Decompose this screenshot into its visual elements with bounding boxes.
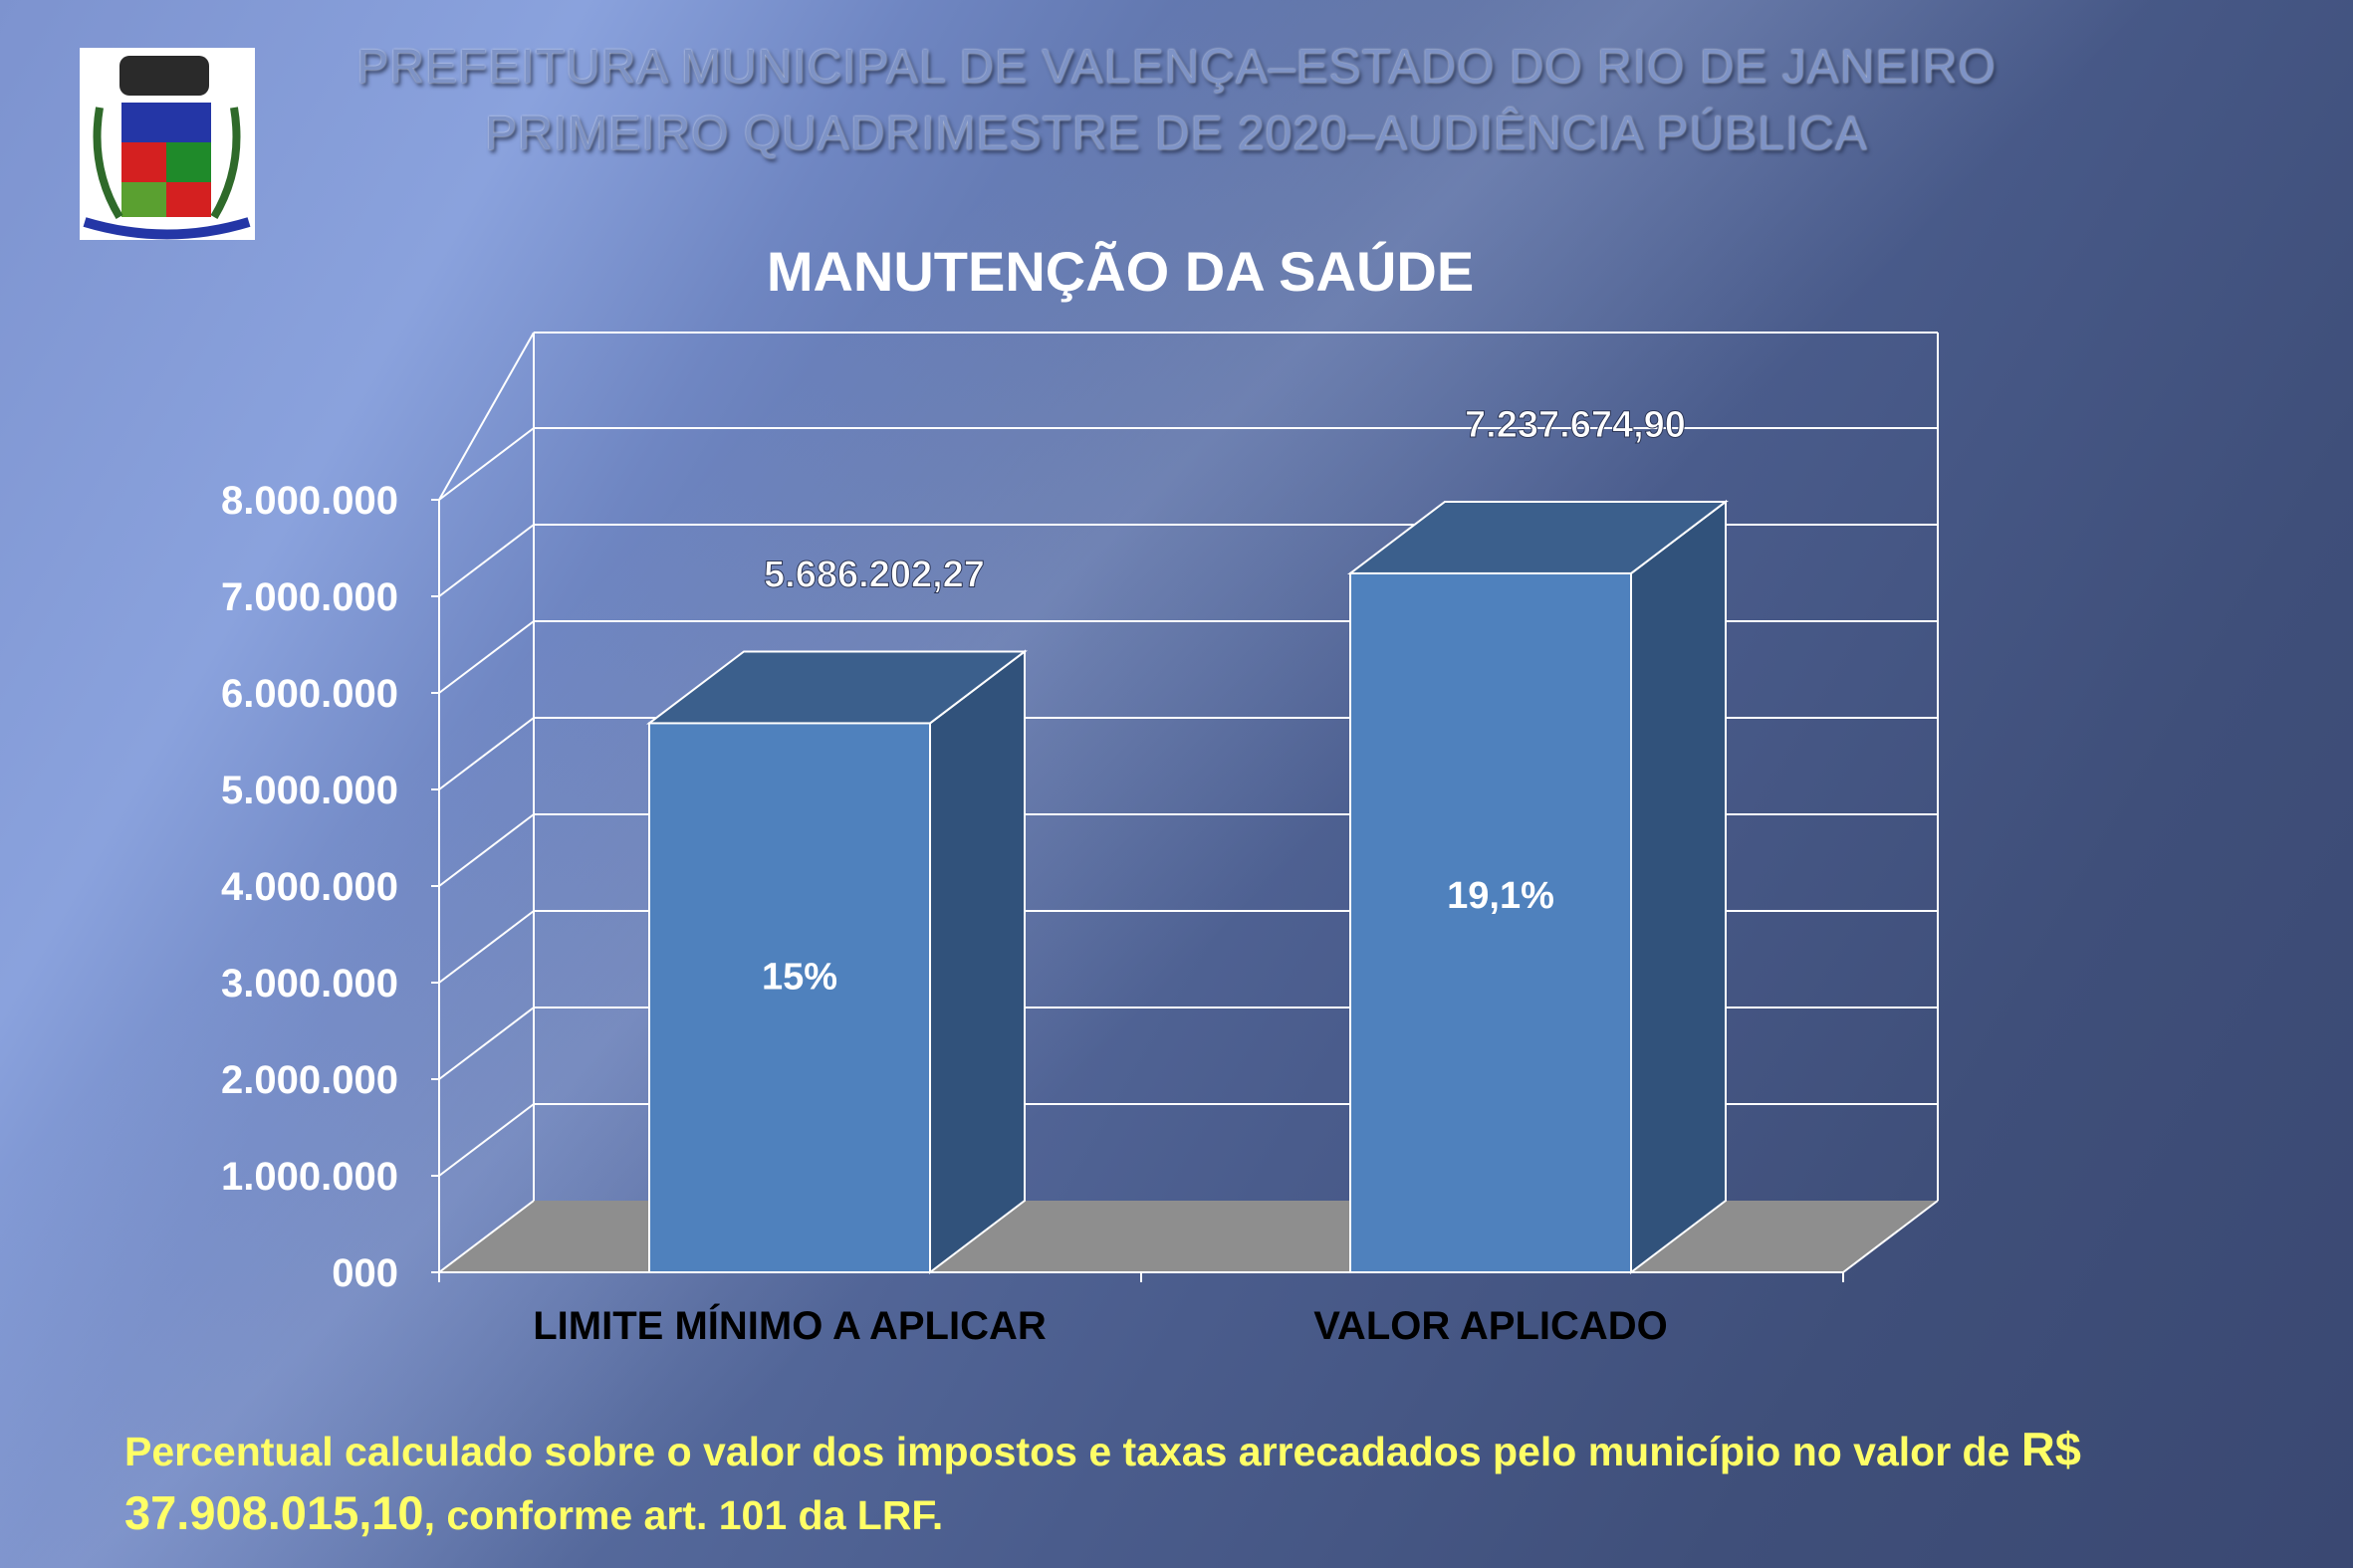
footer-note: Percentual calculado sobre o valor dos i… bbox=[124, 1419, 2265, 1546]
y-tick-label: 8.000.000 bbox=[221, 479, 398, 523]
side-gridline bbox=[438, 427, 535, 501]
y-tick-label: 5.000.000 bbox=[221, 769, 398, 812]
category-label: VALOR APLICADO bbox=[1313, 1304, 1668, 1348]
y-tick-label: 4.000.000 bbox=[221, 865, 398, 909]
side-gridline bbox=[438, 813, 535, 887]
bar bbox=[648, 722, 931, 1273]
floor-right-edge bbox=[1842, 1200, 1939, 1273]
y-tick-label: 7.000.000 bbox=[221, 575, 398, 619]
value-label: 5.686.202,27 bbox=[764, 554, 985, 595]
value-label: 7.237.674,90 bbox=[1465, 404, 1686, 446]
y-tick-label: 6.000.000 bbox=[221, 672, 398, 716]
side-gridline bbox=[438, 1103, 535, 1177]
side-gridline bbox=[438, 524, 535, 597]
side-gridline bbox=[438, 1007, 535, 1080]
footer-text-a: Percentual calculado sobre o valor dos i… bbox=[124, 1429, 2021, 1474]
bar-side bbox=[929, 649, 1026, 1275]
side-gridline bbox=[438, 620, 535, 694]
header-line-1: PREFEITURA MUNICIPAL DE VALENÇA–ESTADO D… bbox=[356, 41, 1997, 94]
y-tick-label: 2.000.000 bbox=[221, 1058, 398, 1102]
header-line-2: PRIMEIRO QUADRIMESTRE DE 2020–AUDIÊNCIA … bbox=[485, 108, 1868, 160]
category-label: LIMITE MÍNIMO A APLICAR bbox=[533, 1303, 1047, 1348]
chart-title: MANUTENÇÃO DA SAÚDE bbox=[766, 240, 1475, 303]
y-tick-label: 000 bbox=[332, 1251, 398, 1295]
coat-of-arms-logo bbox=[80, 48, 255, 240]
side-gridline bbox=[438, 717, 535, 790]
footer-text-b: , conforme art. 101 da LRF. bbox=[423, 1492, 944, 1538]
side-gridline bbox=[438, 910, 535, 984]
footer-amount: R$ 37.908.015,10 bbox=[124, 1423, 2081, 1539]
side-wall-top-edge bbox=[438, 332, 535, 501]
bar-side bbox=[1630, 499, 1727, 1275]
y-tick-label: 1.000.000 bbox=[221, 1155, 398, 1199]
bar-percent-label: 15% bbox=[762, 957, 837, 999]
bar bbox=[1349, 571, 1632, 1273]
bar-percent-label: 19,1% bbox=[1447, 875, 1554, 917]
y-tick-label: 3.000.000 bbox=[221, 962, 398, 1006]
side-gridline bbox=[438, 1200, 535, 1273]
